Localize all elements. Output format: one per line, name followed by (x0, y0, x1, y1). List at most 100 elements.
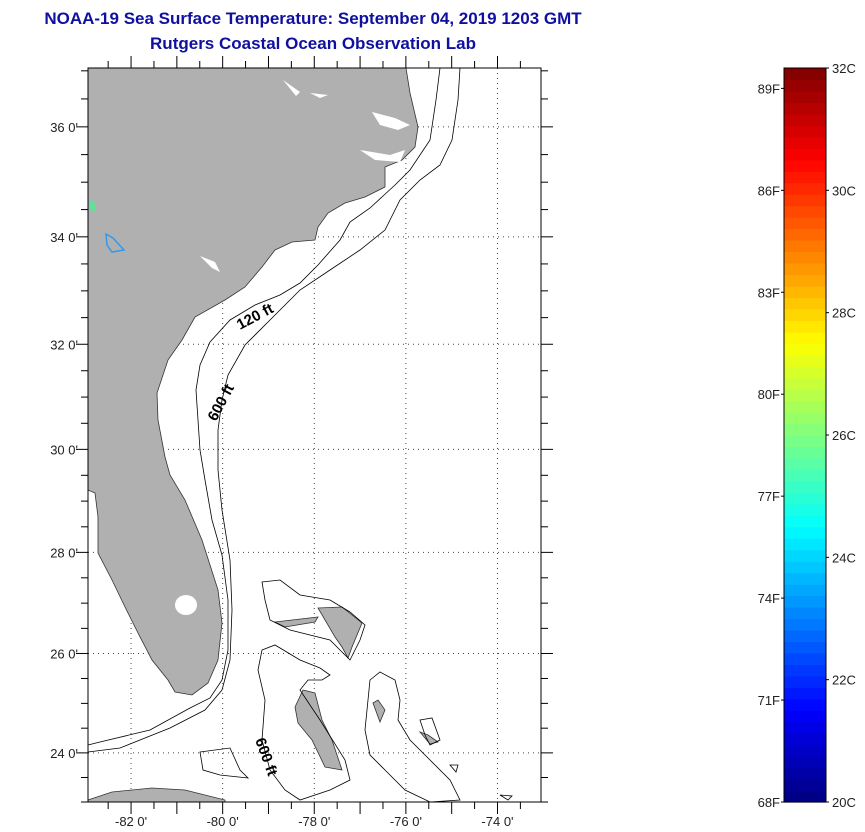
contour-cay-sal (199, 747, 250, 779)
lake-kerr (283, 80, 328, 98)
colorbar-step (784, 446, 826, 459)
lon-tick-label: -74 0' (481, 814, 513, 829)
colorbar-label-fahrenheit: 80F (758, 387, 780, 402)
colorbar-step (784, 538, 826, 551)
colorbar-step (784, 262, 826, 276)
colorbar-step (784, 297, 826, 310)
colorbar-step (784, 572, 826, 585)
colorbar-step (784, 710, 826, 723)
colorbar-step (784, 480, 826, 493)
colorbar-step (784, 125, 826, 138)
land-us-southeast (87, 67, 419, 696)
colorbar-step (784, 515, 826, 528)
contour-120ft (87, 67, 441, 746)
map-axes: -82 0' -80 0' -78 0' -76 0' -74 0' 36 0' 34 0'… (50, 56, 553, 829)
colorbar-step (784, 343, 826, 356)
colorbar-step (784, 779, 826, 792)
colorbar-label-fahrenheit: 86F (758, 183, 780, 198)
colorbar-step (784, 549, 826, 562)
bathymetry-contours (87, 67, 513, 803)
colorbar-step (784, 767, 826, 780)
colorbar-step (784, 733, 826, 746)
colorbar-step (784, 744, 826, 757)
lon-tick-label: -80 0' (207, 814, 239, 829)
land (87, 67, 439, 803)
map-title: NOAA-19 Sea Surface Temperature: Septemb… (44, 9, 582, 28)
colorbar-step (784, 228, 826, 241)
colorbar-step (784, 194, 826, 207)
lat-tick-label: 24 0' (50, 746, 78, 761)
contour-great-bahama-bank (257, 644, 351, 801)
colorbar-label-celsius: 26C (832, 428, 856, 443)
colorbar-step (784, 171, 826, 184)
colorbar-step (784, 423, 826, 436)
pamlico-sound (360, 150, 405, 162)
sst-pixels (90, 200, 126, 253)
land-grand-bahama (273, 616, 319, 628)
sst-pixel-cluster (90, 200, 96, 212)
colorbar-step (784, 274, 826, 287)
colorbar-step (784, 664, 826, 677)
colorbar-step (784, 492, 826, 505)
contour-turks (419, 717, 513, 801)
colorbar-label-fahrenheit: 68F (758, 795, 780, 810)
lon-tick-label: -82 0' (115, 814, 147, 829)
colorbar-step (784, 285, 826, 298)
colorbar-step (784, 113, 826, 126)
colorbar-label-fahrenheit: 83F (758, 285, 780, 300)
lake-okeechobee (175, 595, 197, 615)
colorbar-label-celsius: 22C (832, 673, 856, 688)
colorbar-label-fahrenheit: 77F (758, 489, 780, 504)
colorbar-step (784, 790, 826, 803)
colorbar-step (784, 435, 826, 448)
colorbar-step (784, 102, 826, 115)
colorbar-step (784, 412, 826, 425)
colorbar-step (784, 629, 826, 643)
colorbar-step (784, 217, 826, 230)
colorbar-step (784, 526, 826, 539)
colorbar-step (784, 652, 826, 665)
lat-tick-label: 36 0' (50, 120, 78, 135)
colorbar-step (784, 400, 826, 413)
lakes (175, 80, 410, 615)
colorbar-label-fahrenheit: 74F (758, 591, 780, 606)
land-long-island (418, 731, 439, 745)
colorbar-step (784, 148, 826, 161)
lake-marion (200, 256, 220, 272)
contour-label-600ft-north: 600 ft (205, 381, 238, 424)
land-eleuthera (372, 699, 386, 724)
colorbar-step (784, 469, 826, 482)
colorbar: 32C 30C 28C 26C 24C 22C 20C 89F 86F 83F 80F 77F 74F 7… (758, 61, 856, 810)
colorbar-step (784, 641, 826, 654)
colorbar-label-fahrenheit: 71F (758, 693, 780, 708)
sst-pixel-cluster (105, 232, 126, 253)
contour-600ft (87, 67, 461, 753)
colorbar-step (784, 457, 826, 471)
land-cuba (87, 787, 226, 803)
colorbar-step (784, 136, 826, 149)
colorbar-step (784, 90, 826, 104)
colorbar-step (784, 618, 826, 631)
colorbar-step (784, 182, 826, 195)
colorbar-step (784, 595, 826, 608)
colorbar-step (784, 240, 826, 253)
lat-tick-label: 32 0' (50, 337, 78, 352)
lat-tick-label: 26 0' (50, 646, 78, 661)
colorbar-label-celsius: 24C (832, 550, 856, 565)
colorbar-label-celsius: 32C (832, 61, 856, 76)
colorbar-step (784, 68, 826, 81)
colorbar-step (784, 389, 826, 402)
colorbar-step (784, 79, 826, 92)
contour-exuma (364, 671, 461, 803)
colorbar-step (784, 308, 826, 321)
colorbar-step (784, 675, 826, 688)
colorbar-step (784, 377, 826, 390)
lat-tick-label: 30 0' (50, 442, 78, 457)
lat-tick-label: 28 0' (50, 545, 78, 560)
map-subtitle: Rutgers Coastal Ocean Observation Lab (150, 34, 476, 53)
colorbar-step (784, 721, 826, 734)
colorbar-label-celsius: 20C (832, 795, 856, 810)
colorbar-step (784, 251, 826, 264)
colorbar-label-celsius: 30C (832, 183, 856, 198)
colorbar-step (784, 561, 826, 574)
